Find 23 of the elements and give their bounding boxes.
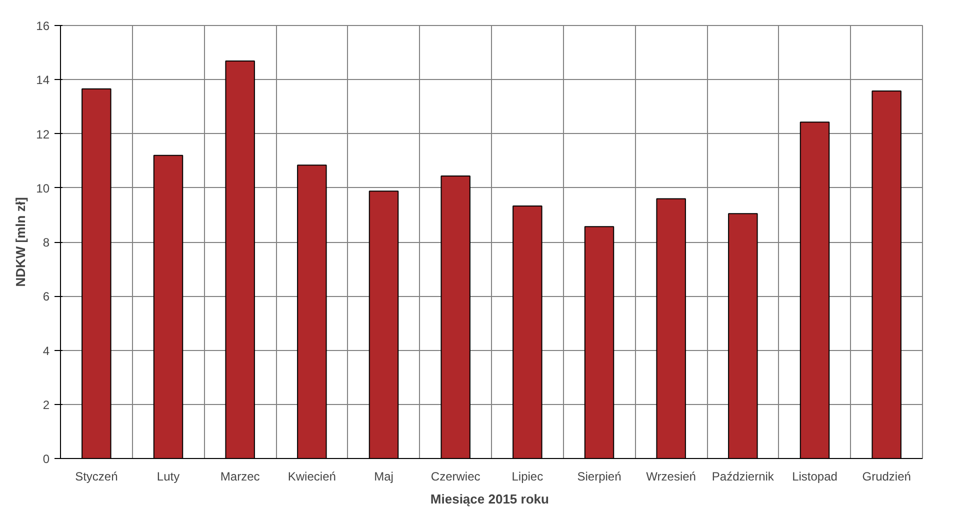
y-tick-label: 14 bbox=[36, 73, 50, 88]
x-tick-label: Listopad bbox=[792, 470, 838, 484]
y-tick-label: 0 bbox=[42, 452, 50, 466]
x-tick-label: Kwiecień bbox=[288, 470, 336, 484]
x-tick-label: Styczeń bbox=[75, 470, 118, 484]
x-tick-label: Luty bbox=[156, 470, 180, 484]
x-tick-label: Lipiec bbox=[512, 470, 544, 484]
y-tick-label: 12 bbox=[36, 127, 50, 142]
x-tick-label: Czerwiec bbox=[430, 470, 480, 484]
x-tick-label: Marzec bbox=[220, 470, 260, 484]
x-tick-label: Grudzień bbox=[862, 470, 911, 484]
x-tick-label: Sierpień bbox=[577, 470, 622, 484]
x-axis-title: Miesiące 2015 roku bbox=[430, 492, 550, 506]
y-tick-label: 16 bbox=[36, 19, 50, 33]
y-tick-label: 2 bbox=[42, 398, 50, 412]
x-tick-label: Maj bbox=[374, 470, 394, 484]
x-tick-label: Wrzesień bbox=[646, 470, 696, 484]
y-tick-label: 4 bbox=[42, 344, 50, 358]
y-axis-title: NDKW [mln zł] bbox=[13, 197, 28, 287]
y-tick-label: 10 bbox=[36, 181, 50, 196]
y-tick-label: 8 bbox=[42, 236, 50, 250]
x-tick-label: Październik bbox=[712, 470, 775, 484]
y-tick-label: 6 bbox=[42, 290, 50, 304]
